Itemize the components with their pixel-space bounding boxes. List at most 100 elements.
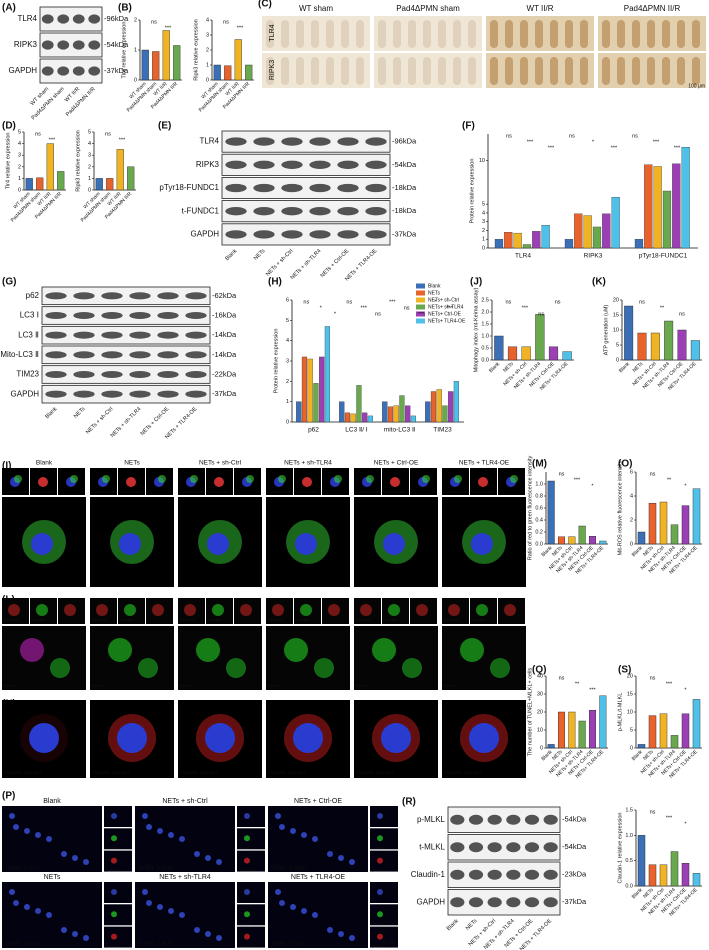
cell-signal	[278, 475, 286, 483]
blot-lane-label: NETs + sh-Ctrl	[85, 406, 114, 435]
bar	[307, 358, 313, 423]
blot-strip	[447, 889, 561, 916]
villus	[311, 57, 319, 85]
y-tick-label: 4	[88, 141, 91, 147]
fluorescence-image	[237, 806, 265, 827]
blot-band	[101, 370, 123, 379]
legend-swatch	[416, 297, 425, 303]
y-tick-label: 15	[613, 312, 619, 318]
bar	[162, 30, 170, 81]
channel-label: mt-Keima Red	[471, 490, 493, 494]
cell-signal	[102, 475, 110, 483]
cell-signal	[111, 813, 117, 819]
villus	[677, 20, 685, 48]
channel-label: Apoptosis	[179, 618, 195, 622]
blot-size-label: -96kDa	[392, 137, 417, 146]
bar	[339, 401, 345, 423]
villus	[505, 57, 513, 85]
blot-band	[101, 351, 123, 359]
cell-signal	[377, 857, 383, 864]
bar	[436, 389, 442, 423]
blot-strip	[41, 286, 211, 306]
legend-label: NETs+ sh-TLR4	[428, 304, 464, 310]
blot-strip	[221, 176, 391, 199]
bar	[648, 503, 657, 545]
bar	[387, 406, 394, 423]
cell-signal	[157, 828, 163, 834]
villus	[438, 20, 446, 48]
y-axis-label: Claudin-1 relative expression	[617, 813, 623, 884]
blot-size-label: -23kDa	[562, 870, 587, 879]
blot-band	[185, 331, 207, 339]
bar	[25, 178, 33, 191]
cell-signal	[184, 604, 196, 616]
villus	[490, 20, 498, 48]
bar	[57, 171, 65, 191]
cell-signal	[35, 908, 41, 914]
villus	[535, 20, 543, 48]
channel-label: Apoptosis	[355, 618, 371, 622]
blot-band	[337, 137, 359, 146]
channel-label: mt-Keima Red	[207, 490, 229, 494]
blot-lane-label: NETs + sh-TLR4	[110, 406, 143, 439]
channel-label: mt-Keima Green	[355, 490, 381, 494]
bar	[313, 383, 319, 423]
channel-label: mt-Keima Green	[3, 490, 29, 494]
blot-size-label: -14kDa	[212, 330, 237, 339]
cell-signal	[179, 836, 185, 842]
cell-signal	[157, 904, 163, 910]
y-tick-label: 5	[286, 318, 289, 324]
blot-row-label: GAPDH	[11, 389, 40, 398]
image-column-label: Blank	[43, 798, 61, 805]
villus	[602, 20, 610, 48]
channel-label: Monomer	[31, 618, 47, 622]
significance-label: ***	[522, 305, 529, 311]
x-tick-label: Blank	[488, 361, 501, 374]
villus	[647, 57, 655, 85]
channel-label: Mito-Sox	[376, 770, 395, 775]
y-tick-label: 0.8	[535, 493, 543, 499]
legend-label: NETs	[428, 290, 440, 296]
fluorescence-image	[104, 806, 132, 827]
channel-label: TUNEL	[271, 941, 288, 947]
bar	[568, 536, 576, 545]
y-tick-label: 3	[18, 153, 21, 159]
cell-signal	[377, 835, 383, 842]
channel-label: p-MLKL	[239, 867, 254, 872]
blot-band	[72, 40, 85, 50]
y-tick-label: 0.0	[625, 883, 633, 889]
blot-band	[157, 351, 179, 359]
villus	[453, 57, 461, 85]
bar	[578, 720, 586, 749]
significance-label: ns	[639, 299, 645, 305]
y-tick-label: 1	[286, 399, 289, 405]
channel-label: mt-Keima Green	[443, 490, 469, 494]
blot-strip	[41, 345, 211, 365]
image-column-label: NETs	[44, 874, 61, 881]
y-tick-label: 0.5	[481, 345, 489, 351]
cell-signal	[20, 638, 44, 662]
blot-lane-label: NETs + TLR4-OE	[519, 918, 554, 950]
bar	[448, 391, 454, 423]
channel-label: p-MLKL	[239, 943, 254, 948]
blot-band	[524, 869, 540, 880]
blot-band	[185, 351, 207, 359]
cell-signal	[448, 604, 460, 616]
fluorescence-image	[237, 882, 265, 903]
cell-signal	[146, 900, 152, 906]
cell-signal	[244, 889, 250, 895]
significance-label: ns	[650, 471, 656, 477]
bar	[356, 385, 362, 423]
bar	[173, 45, 181, 81]
channel-label: Monomer	[207, 618, 223, 622]
x-tick-label: LC3 Ⅱ/ Ⅰ	[345, 427, 368, 434]
channel-label: Hoechst	[181, 770, 198, 775]
cell-signal	[279, 900, 285, 906]
significance-label: *	[592, 139, 595, 145]
cell-signal	[214, 477, 224, 487]
cell-signal	[383, 533, 405, 555]
cell-signal	[61, 927, 67, 933]
bar	[681, 863, 690, 887]
cell-signal	[372, 638, 396, 662]
blot-row-label: RIPK3	[14, 40, 38, 49]
